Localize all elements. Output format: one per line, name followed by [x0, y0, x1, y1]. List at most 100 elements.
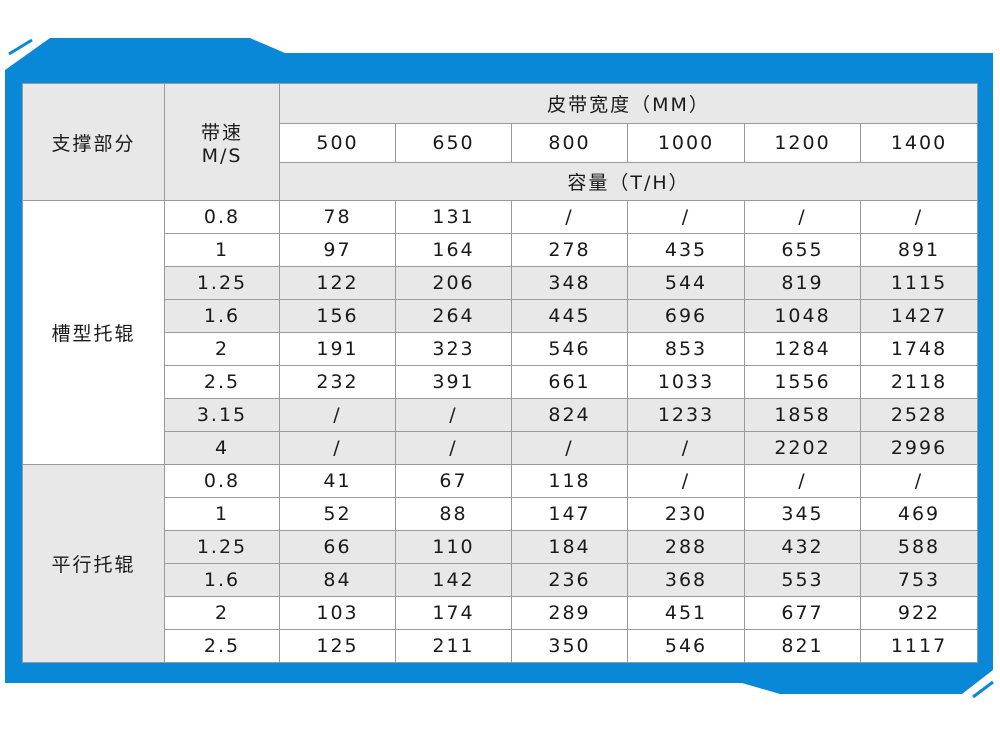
capacity-cell: / [627, 431, 745, 465]
capacity-cell: 350 [511, 629, 628, 663]
capacity-cell: / [627, 464, 745, 498]
capacity-cell: 1117 [859, 629, 979, 663]
capacity-header: 容量（T/H） [278, 162, 979, 201]
capacity-cell: 41 [279, 464, 396, 498]
capacity-cell: 232 [279, 365, 396, 399]
table-row: 平行托辊 0.8 41 67 118// / [22, 464, 979, 663]
capacity-cell: 821 [744, 629, 861, 663]
width-col-800: 800 [511, 123, 628, 163]
capacity-cell: 469 [859, 497, 979, 531]
capacity-cell: 236 [511, 563, 628, 597]
capacity-cell: 2996 [859, 431, 979, 465]
width-col-650: 650 [395, 123, 512, 163]
speed-cell: 0.8 [164, 200, 280, 234]
speed-cell: 1.25 [164, 266, 280, 300]
capacity-cell: 142 [395, 563, 512, 597]
capacity-cell: 211 [395, 629, 512, 663]
table-row: 1.6 84 142 236 368 553 753 [23, 563, 979, 597]
capacity-cell: 345 [744, 497, 861, 531]
capacity-cell: 1033 [627, 365, 745, 399]
capacity-table: 支撑部分 带速 M/S 皮带宽度（MM） 500 650 800 1000 1200 140… [22, 83, 979, 663]
table-row: 1.25 66 110 184 288 432 588 [23, 530, 979, 564]
capacity-cell: 2118 [859, 365, 979, 399]
capacity-cell: 103 [279, 596, 396, 630]
capacity-cell: 588 [859, 530, 979, 564]
speed-cell: 1 [164, 497, 280, 531]
capacity-cell: / [859, 464, 979, 498]
capacity-cell: 391 [395, 365, 512, 399]
capacity-cell: 230 [627, 497, 745, 531]
table-row: 2.5 232 391 661 1033 1556 2118 [23, 365, 979, 399]
speed-cell: 4 [164, 431, 280, 465]
capacity-cell: 368 [627, 563, 745, 597]
accent-line-bottom-right [972, 680, 994, 699]
capacity-cell: 1858 [744, 398, 861, 432]
capacity-cell: / [279, 398, 396, 432]
capacity-cell: 97 [279, 233, 396, 267]
capacity-cell: 2202 [744, 431, 861, 465]
capacity-cell: / [744, 200, 861, 234]
capacity-cell: / [395, 431, 512, 465]
speed-label: 带速 [200, 121, 243, 144]
capacity-cell: / [859, 200, 979, 234]
width-col-1200: 1200 [744, 123, 861, 163]
capacity-cell: / [627, 200, 745, 234]
capacity-cell: 323 [395, 332, 512, 366]
capacity-cell: 1233 [627, 398, 745, 432]
capacity-cell: 1556 [744, 365, 861, 399]
speed-cell: 1.25 [164, 530, 280, 564]
capacity-cell: 655 [744, 233, 861, 267]
capacity-cell: 278 [511, 233, 628, 267]
support-header: 支撑部分 [22, 83, 165, 201]
table-row: 1 52 88 147 230 345 469 [23, 497, 979, 531]
capacity-cell: 289 [511, 596, 628, 630]
capacity-cell: 131 [395, 200, 512, 234]
capacity-cell: 1427 [859, 299, 979, 333]
speed-cell: 1.6 [164, 563, 280, 597]
speed-cell: 2.5 [164, 365, 280, 399]
capacity-cell: 435 [627, 233, 745, 267]
width-col-1000: 1000 [627, 123, 745, 163]
capacity-cell: / [511, 200, 628, 234]
capacity-cell: 1748 [859, 332, 979, 366]
capacity-cell: 348 [511, 266, 628, 300]
capacity-cell: 696 [627, 299, 745, 333]
capacity-cell: 753 [859, 563, 979, 597]
table-row: 2 103 174 289 451 677 922 [23, 596, 979, 630]
capacity-cell: 445 [511, 299, 628, 333]
width-col-500: 500 [279, 123, 396, 163]
capacity-cell: 288 [627, 530, 745, 564]
capacity-cell: 78 [279, 200, 396, 234]
capacity-cell: 544 [627, 266, 745, 300]
capacity-cell: / [395, 398, 512, 432]
capacity-cell: 67 [395, 464, 512, 498]
capacity-cell: / [511, 431, 628, 465]
width-header: 皮带宽度（MM） [278, 83, 979, 124]
capacity-cell: 66 [279, 530, 396, 564]
capacity-cell: 118 [511, 464, 628, 498]
capacity-cell: / [279, 431, 396, 465]
width-col-1400: 1400 [859, 123, 979, 163]
capacity-cell: 84 [279, 563, 396, 597]
table-row: 2.5 125 211 350 546 821 1117 [23, 629, 979, 663]
group-label: 槽型托辊 [22, 200, 165, 465]
speed-cell: 1 [164, 233, 280, 267]
capacity-cell: 661 [511, 365, 628, 399]
capacity-cell: 191 [279, 332, 396, 366]
widths-row: 500 650 800 1000 1200 1400 [23, 123, 979, 163]
accent-line-top-left [8, 38, 33, 56]
capacity-cell: 125 [279, 629, 396, 663]
capacity-cell: 156 [279, 299, 396, 333]
capacity-cell: 88 [395, 497, 512, 531]
capacity-cell: 184 [511, 530, 628, 564]
capacity-cell: 546 [627, 629, 745, 663]
capacity-cell: 819 [744, 266, 861, 300]
capacity-cell: 264 [395, 299, 512, 333]
capacity-cell: 174 [395, 596, 512, 630]
capacity-cell: 1115 [859, 266, 979, 300]
speed-cell: 3.15 [164, 398, 280, 432]
capacity-cell: 164 [395, 233, 512, 267]
capacity-cell: 110 [395, 530, 512, 564]
capacity-cell: 677 [744, 596, 861, 630]
table-row: 4// //2202 2996 [23, 431, 979, 465]
